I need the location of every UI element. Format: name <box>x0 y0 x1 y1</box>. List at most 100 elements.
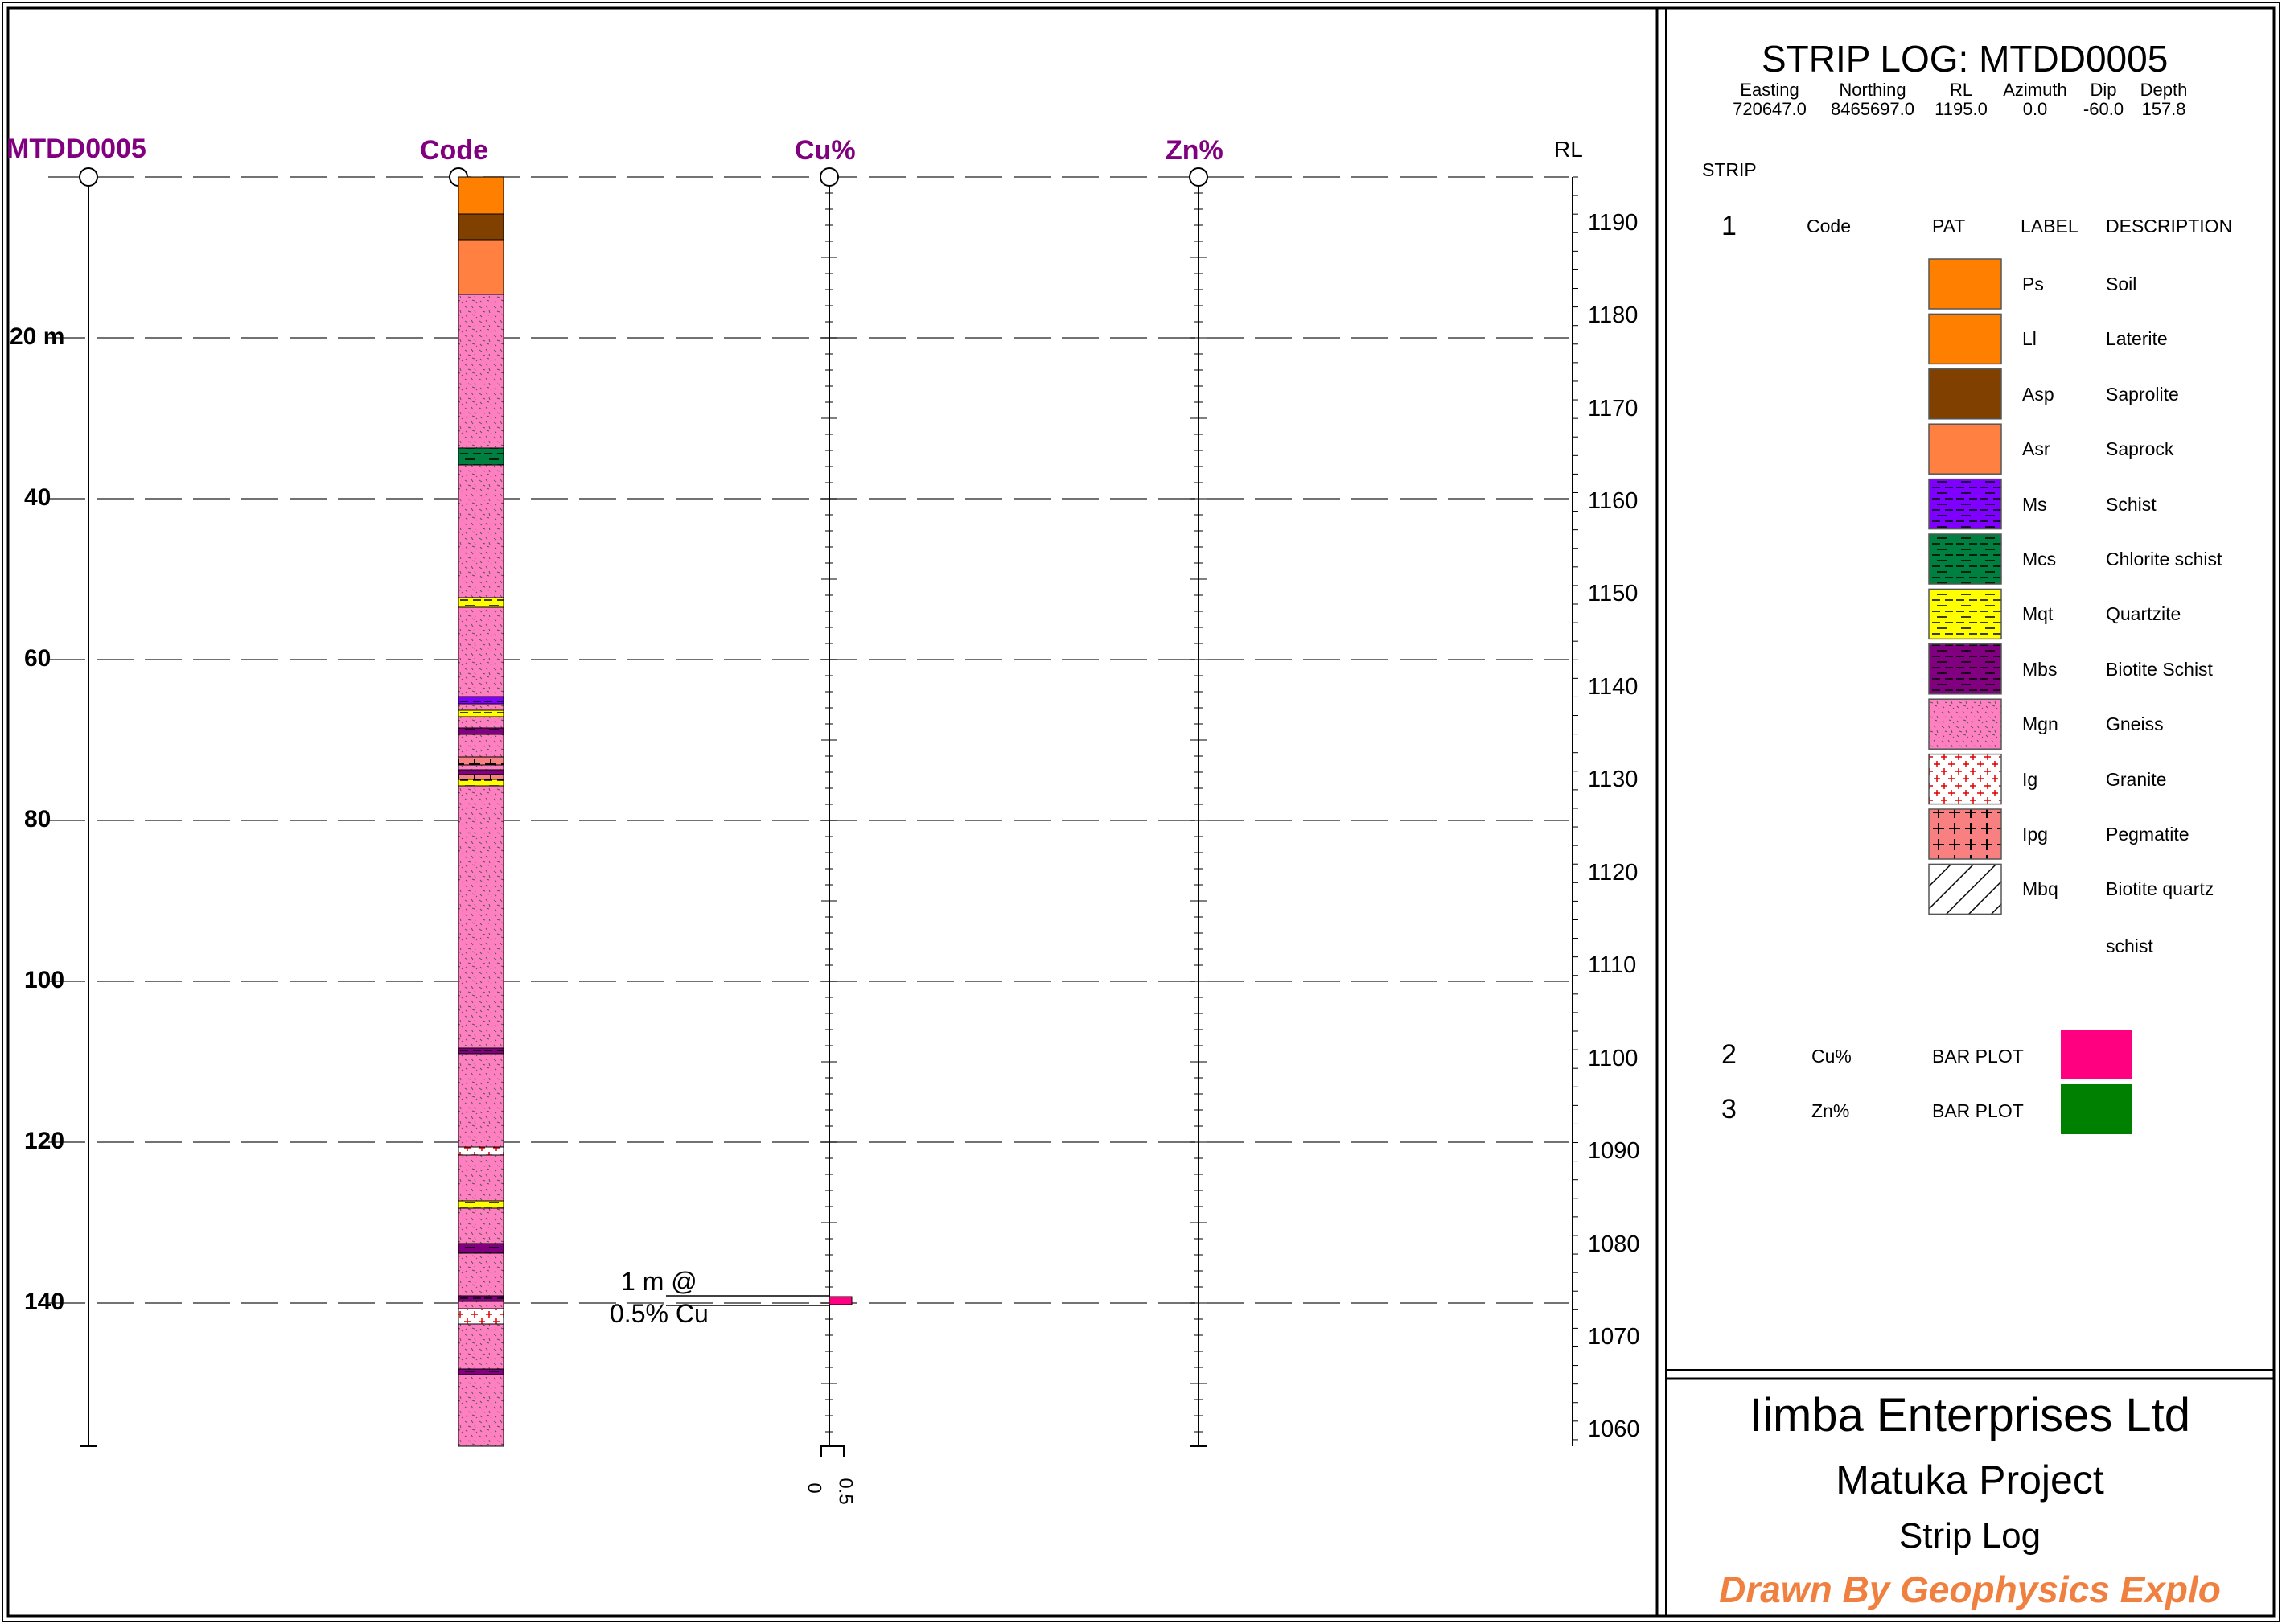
header-field-dip: Dip -60.0 <box>2075 80 2132 119</box>
legend-item-code: Ps <box>2022 273 2044 294</box>
document-type: Strip Log <box>1898 1516 2041 1556</box>
legend-swatch-asp <box>1928 368 2002 420</box>
rl-tick-label: 1110 <box>1588 952 1637 979</box>
legend-strip1-number: 1 <box>1721 211 1737 241</box>
lithology-interval-mbs <box>458 1296 504 1301</box>
legend-item-desc: Chlorite schist <box>2106 549 2222 569</box>
lithology-interval-mgn <box>458 1054 504 1147</box>
field-value: 8465697.0 <box>1831 99 1914 119</box>
lithology-interval-mgn <box>458 294 504 448</box>
depth-column-header: MTDD0005 <box>6 134 146 164</box>
lithology-interval-mgn <box>458 465 504 598</box>
legend-item-desc: Granite <box>2106 768 2167 790</box>
lithology-interval-mgn <box>458 1324 504 1369</box>
title-block: Iimba Enterprises Ltd Matuka Project Str… <box>1666 1388 2274 1612</box>
legend-strip2-number: 2 <box>1721 1039 1737 1070</box>
depth-tick-label: 20 m <box>10 323 65 350</box>
lithology-interval-mgn <box>458 717 504 728</box>
legend-strip-label: STRIP <box>1702 159 1757 180</box>
legend-swatch-ipg <box>1928 808 2002 860</box>
lithology-interval-ms <box>458 697 504 704</box>
field-label: Northing <box>1839 80 1906 100</box>
depth-tick-label: 100 <box>24 967 65 993</box>
lithology-column-outline <box>458 176 504 1447</box>
legend-swatch-mgn <box>1928 698 2002 750</box>
rl-tick-label: 1090 <box>1588 1138 1640 1165</box>
lithology-interval-asr <box>458 240 504 294</box>
inner-border <box>6 6 2276 1618</box>
lithology-interval-mbs <box>458 728 504 734</box>
legend-item-desc: Biotite quartz <box>2106 878 2214 900</box>
field-label: Azimuth <box>2003 80 2067 100</box>
lithology-interval-mgn <box>458 765 504 770</box>
drawn-by: Drawn By Geophysics Explo <box>1719 1568 2221 1610</box>
legend-item-code: Mbq <box>2022 878 2058 900</box>
field-value: -60.0 <box>2083 99 2124 119</box>
rl-tick-label: 1160 <box>1588 488 1639 515</box>
lithology-interval-mgn <box>458 1155 504 1201</box>
field-label: Easting <box>1740 80 1799 100</box>
legend-item-code: Mqt <box>2022 603 2054 625</box>
cu-bar-plot <box>829 1296 853 1305</box>
legend-col-description: DESCRIPTION <box>2106 216 2233 236</box>
cu-assay-bar <box>829 1296 853 1305</box>
lithology-interval-mqt <box>458 779 504 786</box>
legend-swatch-mcs <box>1928 533 2002 585</box>
legend-item-code: Ipg <box>2022 824 2048 845</box>
depth-tick-label: 140 <box>24 1289 65 1315</box>
legend-item-code: Ll <box>2022 328 2037 350</box>
rl-column-header: RL <box>1554 137 1583 162</box>
cu-scale-max-label: 0.5 <box>834 1478 857 1505</box>
rl-tick-label: 1190 <box>1588 209 1639 236</box>
field-value: 0.0 <box>2022 99 2048 119</box>
legend-swatch-mbs <box>1928 643 2002 695</box>
depth-tick-label: 60 <box>24 645 51 672</box>
rl-tick-label: 1130 <box>1588 767 1639 793</box>
legend-item-desc: Pegmatite <box>2106 824 2189 845</box>
legend-item-desc: Saprolite <box>2106 383 2179 405</box>
legend-item-desc: Quartzite <box>2106 603 2181 625</box>
zn-column-header: Zn% <box>1166 135 1223 166</box>
legend-swatch-ll <box>1928 313 2002 365</box>
project-name: Matuka Project <box>1836 1457 2104 1503</box>
lithology-interval-ipg <box>458 757 504 765</box>
legend-swatch-ig <box>1928 753 2002 805</box>
lithology-interval-mgn <box>458 734 504 757</box>
legend-item-desc-continued: schist <box>2106 935 2153 956</box>
rl-axis-ticks <box>1573 176 1578 1441</box>
zn-collar-icon <box>1189 167 1208 187</box>
legend-swatch-asr <box>1928 423 2002 475</box>
legend-swatches <box>1928 258 2002 915</box>
field-label: Dip <box>2090 80 2117 100</box>
header-field-northing: Northing 8465697.0 <box>1818 80 1927 119</box>
strip-log-title: STRIP LOG: MTDD0005 <box>1762 38 2169 80</box>
lithology-interval-ig <box>458 1309 504 1324</box>
legend-strip1-name: Code <box>1807 216 1851 236</box>
legend-item-desc: Laterite <box>2106 328 2168 350</box>
legend-item-code: Ig <box>2022 768 2038 790</box>
cu-column-header: Cu% <box>795 135 856 166</box>
legend-item-code: Mcs <box>2022 549 2057 569</box>
field-label: Depth <box>2140 80 2188 100</box>
header-field-depth: Depth 157.8 <box>2132 80 2196 119</box>
assay-annotation-line2: 0.5% Cu <box>610 1299 709 1328</box>
cu-scale-bracket <box>820 1445 845 1457</box>
legend-col-label: LABEL <box>2021 216 2078 236</box>
legend-col-pat: PAT <box>1932 216 1966 236</box>
lithology-interval-mbs <box>458 1244 504 1253</box>
legend-strip3-name: Zn% <box>1811 1100 1850 1121</box>
rl-tick-label: 1070 <box>1588 1323 1640 1350</box>
lithology-interval-asp <box>458 214 504 240</box>
zn-legend-swatch <box>2061 1084 2132 1134</box>
legend-item-desc: Schist <box>2106 493 2157 515</box>
legend-swatch-ps <box>1928 258 2002 310</box>
legend-item-desc: Biotite Schist <box>2106 658 2213 680</box>
lithology-interval-mqt <box>458 1201 504 1208</box>
legend-swatch-mbq <box>1928 863 2002 915</box>
legend-strip2-type: BAR PLOT <box>1932 1046 2024 1067</box>
lithology-interval-mqt <box>458 710 504 717</box>
depth-tick-label: 80 <box>24 806 51 833</box>
rl-tick-label: 1060 <box>1588 1416 1640 1443</box>
